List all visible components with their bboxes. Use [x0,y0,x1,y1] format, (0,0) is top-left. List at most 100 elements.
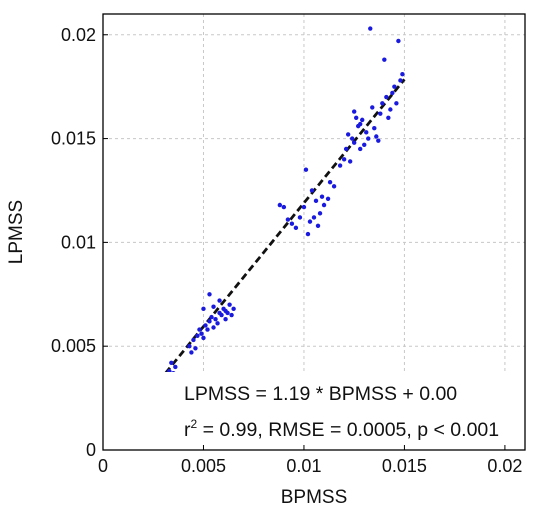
data-point [305,231,311,237]
regression-equation: LPMSS = 1.19 * BPMSS + 0.00 [184,383,457,405]
x-tick-label: 0.005 [181,456,226,476]
data-point [209,314,214,320]
data-point [207,292,212,297]
data-point [376,138,381,143]
data-point [223,317,228,322]
y-tick-label: 0 [86,440,96,460]
data-point [201,306,206,312]
data-point [360,117,365,123]
plot-frame [102,13,526,451]
data-point [341,157,347,162]
data-point [349,136,355,141]
data-point [281,204,287,210]
data-point [227,302,232,307]
data-point [303,167,309,172]
data-point [285,217,291,222]
x-tick-label: 0.02 [487,456,522,476]
x-tick-label: 0.015 [382,456,427,476]
data-point [331,184,337,189]
annotation-background [0,372,550,452]
data-point [337,163,343,168]
data-point [315,223,321,228]
data-point [211,325,216,330]
data-point [311,215,317,220]
data-point [219,312,224,318]
y-axis-label: LPMSS [6,200,27,264]
data-point [201,335,206,341]
data-point [366,136,371,141]
data-point [301,204,307,210]
data-point [358,121,363,127]
data-point [215,321,220,326]
data-point [347,159,353,164]
data-point [169,360,174,365]
data-point [358,146,363,152]
data-point [307,219,313,224]
data-point [197,327,202,332]
regression-stats: r2 = 0.99, RMSE = 0.0005, p < 0.001 [184,417,499,441]
data-point [317,211,323,216]
data-point [217,298,222,303]
data-point [374,134,379,139]
data-point [398,78,403,83]
data-point [386,115,391,121]
y-tick-label: 0.005 [51,336,96,356]
data-point [380,101,385,106]
data-point [293,225,299,231]
x-tick-label: 0.01 [286,456,321,476]
data-point [368,26,373,31]
data-point [309,188,315,193]
data-point [205,327,210,332]
r-symbol: r [184,419,191,441]
data-point [388,107,393,112]
data-point [372,125,377,131]
data-point [213,317,218,322]
data-point [343,146,349,152]
data-point [321,202,327,208]
data-point [289,221,295,226]
y-tick-label: 0.01 [61,232,96,252]
data-point [313,198,319,204]
data-point [229,312,234,318]
r-superscript: 2 [191,417,198,431]
data-point [394,101,399,106]
data-point [277,202,283,208]
data-point [193,346,198,351]
x-tick-label: 0 [98,456,108,476]
data-point [325,196,331,201]
grid [103,14,525,450]
data-point [400,72,405,77]
data-point [378,111,383,116]
data-point [203,323,208,328]
data-point [173,364,178,370]
data-point [345,132,351,137]
data-point [231,306,236,312]
data-point [370,105,375,110]
y-tick-label: 0.015 [51,129,96,149]
data-point [362,142,367,147]
data-point [191,337,196,343]
x-axis-label: BPMSS [281,487,348,508]
axis-ticks: 0 0.005 0.01 0.015 0.02 0 0.005 0.01 0.015 0.02 [51,25,522,476]
data-point [390,90,395,96]
data-point [297,215,303,220]
data-point [195,333,200,339]
data-point [382,57,387,62]
data-point [207,319,212,324]
stats-text: = 0.99, RMSE = 0.0005, p < 0.001 [197,419,499,441]
data-point [199,331,204,336]
data-point [396,38,401,44]
data-point [327,179,333,185]
data-point [351,140,357,145]
data-point [364,130,369,135]
data-point [354,115,359,121]
data-point [351,109,357,114]
data-point [319,194,325,199]
data-point [392,84,397,89]
data-point [187,343,192,349]
data-point [384,94,389,100]
data-point [211,304,216,309]
y-tick-label: 0.02 [61,25,96,45]
data-point [189,350,194,355]
